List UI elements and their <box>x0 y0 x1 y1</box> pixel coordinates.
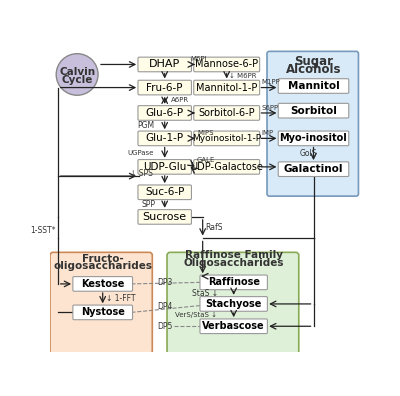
FancyBboxPatch shape <box>73 305 132 320</box>
FancyBboxPatch shape <box>267 51 358 196</box>
Text: Raffinose Family: Raffinose Family <box>185 250 283 261</box>
Text: UDP-Galactose: UDP-Galactose <box>190 162 263 172</box>
Text: Myoinositol-1-P: Myoinositol-1-P <box>192 134 261 143</box>
Text: GoIS: GoIS <box>300 149 317 158</box>
FancyBboxPatch shape <box>138 57 192 72</box>
Text: M1PP: M1PP <box>262 79 280 85</box>
Text: Sorbitol: Sorbitol <box>290 106 337 116</box>
Text: Sucrose: Sucrose <box>143 212 187 222</box>
FancyBboxPatch shape <box>73 276 132 291</box>
FancyBboxPatch shape <box>200 319 267 333</box>
Text: S6PP: S6PP <box>262 105 279 110</box>
Text: Mannitol-1-P: Mannitol-1-P <box>196 82 257 93</box>
Text: ↓ M6PR: ↓ M6PR <box>229 73 256 79</box>
Text: Mannose-6-P: Mannose-6-P <box>195 59 258 69</box>
Text: IMP: IMP <box>262 130 274 136</box>
Text: RafS: RafS <box>205 223 222 232</box>
FancyBboxPatch shape <box>138 106 192 120</box>
Text: Sorbitol-6-P: Sorbitol-6-P <box>198 108 255 118</box>
FancyBboxPatch shape <box>167 252 299 354</box>
Text: PGM: PGM <box>138 121 155 130</box>
Text: Glu-1-P: Glu-1-P <box>146 133 184 143</box>
FancyBboxPatch shape <box>138 80 192 95</box>
Text: Kestose: Kestose <box>81 279 124 289</box>
Text: Galactinol: Galactinol <box>284 164 343 174</box>
Text: ↓ 1-FFT: ↓ 1-FFT <box>106 294 135 303</box>
Text: Verbascose: Verbascose <box>202 321 265 331</box>
Text: MIPS: MIPS <box>197 130 214 136</box>
FancyBboxPatch shape <box>194 131 260 146</box>
Text: M6PI: M6PI <box>190 56 207 62</box>
FancyBboxPatch shape <box>138 160 192 174</box>
FancyBboxPatch shape <box>278 162 349 177</box>
Text: Suc-6-P: Suc-6-P <box>145 187 184 197</box>
FancyBboxPatch shape <box>50 252 152 354</box>
FancyBboxPatch shape <box>278 79 349 93</box>
Text: 1-SST*: 1-SST* <box>31 226 56 235</box>
Text: Glu-6-P: Glu-6-P <box>146 108 184 118</box>
Text: StaS ↓: StaS ↓ <box>192 289 218 298</box>
Text: SPP: SPP <box>142 200 155 209</box>
Text: DHAP: DHAP <box>149 59 180 69</box>
Text: A6PR: A6PR <box>171 97 189 103</box>
FancyBboxPatch shape <box>194 80 260 95</box>
Text: Fructo-: Fructo- <box>82 253 124 263</box>
Text: Cycle: Cycle <box>62 75 93 85</box>
Text: Oligosaccharides: Oligosaccharides <box>184 258 284 268</box>
Text: Sugar: Sugar <box>294 55 333 68</box>
Text: VerS/StaS ↓: VerS/StaS ↓ <box>175 312 217 318</box>
Circle shape <box>56 54 98 95</box>
FancyBboxPatch shape <box>138 131 192 146</box>
Text: DP5: DP5 <box>157 322 172 331</box>
Text: DP4: DP4 <box>157 302 172 311</box>
Text: GALE: GALE <box>196 157 215 163</box>
FancyBboxPatch shape <box>194 160 260 174</box>
FancyBboxPatch shape <box>138 185 192 200</box>
Text: Nystose: Nystose <box>81 307 125 318</box>
Text: Raffinose: Raffinose <box>208 277 260 287</box>
Text: Stachyose: Stachyose <box>206 299 262 309</box>
Text: Calvin: Calvin <box>59 67 95 77</box>
FancyBboxPatch shape <box>278 131 349 146</box>
FancyBboxPatch shape <box>278 103 349 118</box>
FancyBboxPatch shape <box>194 106 260 120</box>
FancyBboxPatch shape <box>200 297 267 311</box>
Text: ↓ SPS: ↓ SPS <box>130 169 153 178</box>
Text: Myo-inositol: Myo-inositol <box>280 133 347 143</box>
Text: Mannitol: Mannitol <box>288 81 339 91</box>
Text: UGPase: UGPase <box>128 150 154 156</box>
Text: DP3: DP3 <box>157 278 172 287</box>
Text: oligosaccharides: oligosaccharides <box>53 261 152 271</box>
FancyBboxPatch shape <box>194 57 260 72</box>
FancyBboxPatch shape <box>200 275 267 290</box>
Text: UDP-Glu: UDP-Glu <box>143 162 186 172</box>
FancyBboxPatch shape <box>138 209 192 224</box>
Text: Fru-6-P: Fru-6-P <box>146 82 183 93</box>
Text: Alcohols: Alcohols <box>286 63 341 76</box>
